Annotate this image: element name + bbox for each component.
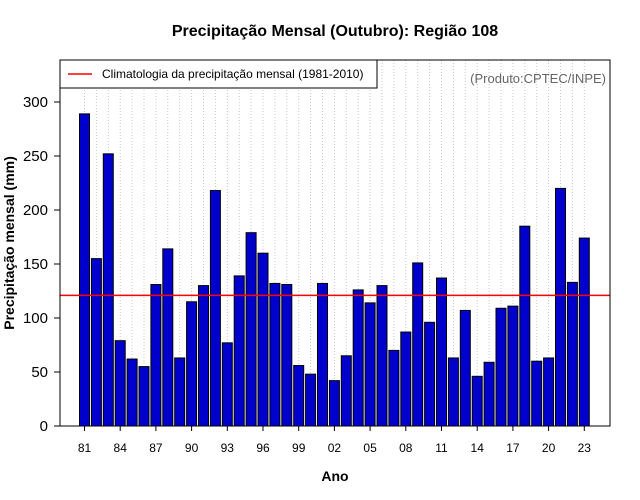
y-tick-label: 150	[23, 256, 48, 273]
bar-05	[364, 302, 376, 427]
bar-21	[555, 187, 566, 427]
bar-14	[471, 375, 483, 427]
bar-11	[436, 277, 447, 427]
bar-90	[186, 301, 198, 427]
bars-layer	[79, 113, 590, 427]
bar-19	[531, 360, 543, 427]
bar-17	[507, 305, 519, 427]
bar-84	[114, 340, 126, 427]
legend-box	[59, 59, 378, 89]
y-axis: 0 50 100 150 200 250 300	[23, 94, 60, 435]
x-tick-label: 87	[149, 441, 163, 455]
bar-92	[209, 190, 221, 427]
bar-18	[519, 225, 531, 427]
bar-06	[376, 285, 388, 427]
bar-20	[543, 357, 555, 427]
legend: Climatologia da precipitação mensal (198…	[59, 59, 378, 89]
bar-93	[221, 342, 233, 427]
x-tick-label: 20	[542, 441, 556, 455]
x-tick-label: 99	[292, 441, 306, 455]
bar-07	[388, 349, 400, 427]
y-tick-label: 100	[23, 310, 48, 327]
bar-82	[90, 258, 102, 427]
x-axis: 81 84 87 90 93 96 99 02 05 08 11 14 17 20 23	[78, 426, 591, 455]
x-tick-label: 81	[78, 441, 92, 455]
bar-96	[257, 252, 269, 427]
grid-layer	[84, 60, 585, 426]
y-tick-label: 250	[23, 148, 48, 165]
chart-title: Precipitação Mensal (Outubro): Região 10…	[172, 23, 498, 40]
x-tick-label: 17	[506, 441, 520, 455]
x-axis-label: Ano	[321, 468, 348, 484]
x-tick-label: 84	[114, 441, 128, 455]
bar-87	[150, 284, 162, 427]
bar-16	[495, 307, 507, 427]
bar-83	[102, 153, 114, 427]
x-tick-label: 08	[399, 441, 413, 455]
bar-10	[424, 321, 436, 427]
bar-89	[174, 357, 186, 427]
bar-23	[578, 237, 590, 427]
y-tick-label: 50	[31, 364, 48, 381]
bar-85	[126, 358, 138, 427]
bar-98	[281, 284, 293, 427]
bar-97	[269, 282, 281, 427]
bar-81	[79, 113, 90, 427]
bar-15	[483, 361, 495, 427]
x-tick-label: 90	[185, 441, 199, 455]
x-tick-label: 23	[578, 441, 592, 455]
bar-12	[447, 357, 459, 427]
x-tick-label: 14	[471, 441, 485, 455]
x-tick-label: 02	[328, 441, 342, 455]
bar-91	[198, 285, 209, 427]
bar-99	[293, 365, 305, 427]
bar-02	[328, 380, 340, 427]
x-tick-label: 05	[363, 441, 377, 455]
bar-86	[138, 366, 150, 427]
bar-88	[162, 248, 174, 427]
bar-22	[566, 281, 578, 427]
y-tick-label: 0	[40, 418, 48, 435]
bar-00	[305, 373, 317, 427]
bar-13	[459, 309, 471, 427]
y-axis-label: Precipitação mensal (mm)	[1, 156, 17, 330]
product-credit: (Produto:CPTEC/INPE)	[470, 71, 606, 86]
bar-04	[352, 289, 364, 427]
bar-01	[317, 282, 328, 427]
bar-94	[233, 275, 245, 427]
x-tick-label: 93	[221, 441, 235, 455]
legend-label: Climatologia da precipitação mensal (198…	[102, 67, 363, 81]
x-tick-label: 96	[256, 441, 270, 455]
bar-95	[245, 232, 257, 427]
y-tick-label: 200	[23, 202, 48, 219]
bar-03	[340, 355, 352, 427]
y-tick-label: 300	[23, 94, 48, 111]
x-tick-label: 11	[435, 441, 448, 455]
bar-08	[400, 331, 412, 427]
bar-09	[412, 262, 424, 427]
